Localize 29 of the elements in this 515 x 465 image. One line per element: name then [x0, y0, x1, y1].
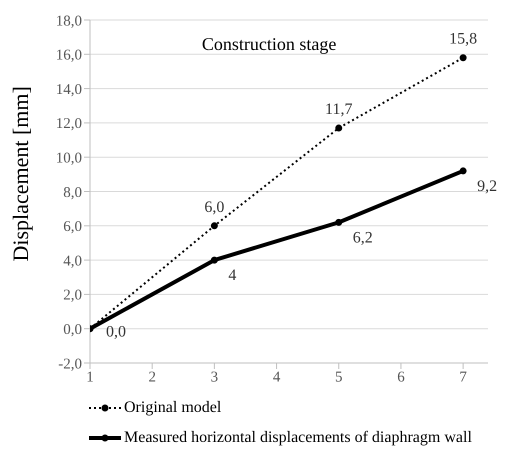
- x-tick-label: 7: [459, 370, 468, 386]
- y-tick-label: 14,0: [56, 82, 82, 98]
- x-tick-label: 4: [272, 370, 281, 386]
- text: Construction stage: [200, 34, 338, 55]
- y-tick-label: 12,0: [56, 116, 82, 132]
- data-label: 11,7: [325, 101, 352, 118]
- data-label: 6,0: [204, 198, 224, 216]
- x-tick-label: 6: [397, 370, 406, 386]
- x-tick-label: 2: [148, 370, 156, 386]
- y-tick-label: 10,0: [56, 150, 82, 167]
- legend-label: Measured horizontal displacements of diaphragm wall: [124, 429, 472, 447]
- x-tick-label: 1: [86, 370, 94, 386]
- x-tick-label: 5: [335, 370, 342, 386]
- y-axis-title: Displacement [mm]: [8, 86, 33, 262]
- legend-label: Original model: [124, 399, 222, 417]
- data-label: 4: [228, 267, 236, 284]
- y-tick-label: -2,0: [58, 356, 82, 372]
- data-label: 15,8: [449, 30, 478, 48]
- data-label: 6,2: [352, 229, 373, 246]
- y-tick-label: 6,0: [63, 219, 82, 236]
- data-label: 0,0: [106, 324, 126, 341]
- y-tick-label: 4,0: [63, 253, 82, 270]
- y-tick-label: 0,0: [63, 322, 82, 338]
- data-label: 9,2: [477, 178, 498, 195]
- y-tick-label: 16,0: [56, 48, 82, 64]
- y-tick-label: 18,0: [56, 13, 82, 30]
- y-tick-label: 8,0: [63, 184, 82, 201]
- y-tick-label: 2,0: [63, 288, 82, 304]
- x-tick-label: 3: [210, 370, 218, 386]
